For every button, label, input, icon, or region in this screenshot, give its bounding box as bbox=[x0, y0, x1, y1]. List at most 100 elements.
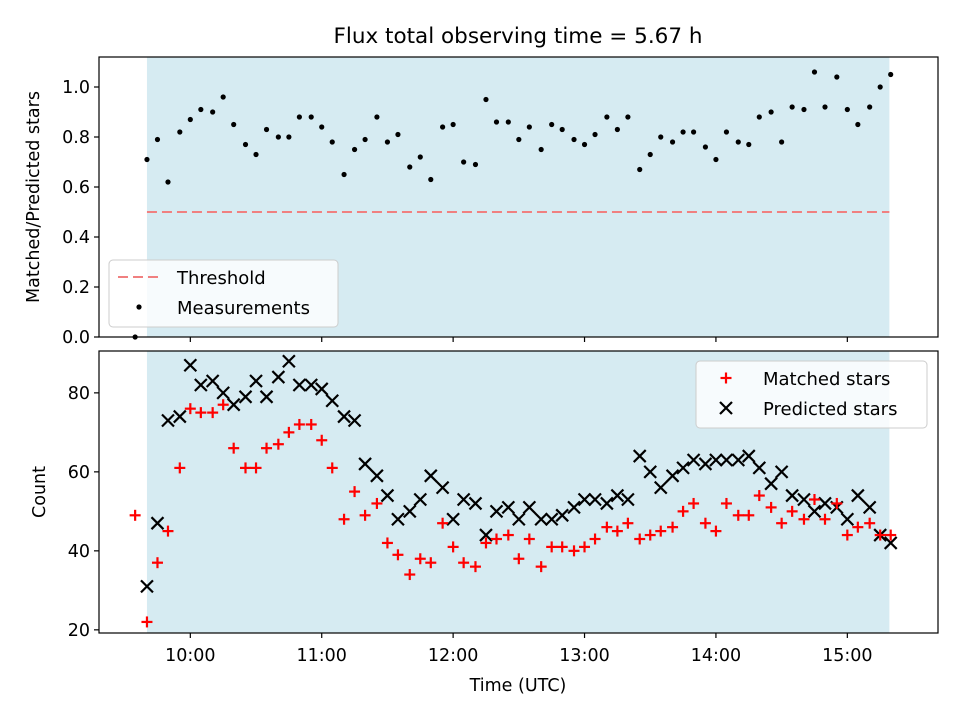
cross-stroke-b bbox=[282, 354, 296, 369]
matched-point bbox=[174, 462, 186, 474]
predicted-point bbox=[818, 496, 832, 511]
measurement-point bbox=[625, 114, 631, 120]
cross-stroke-b bbox=[653, 480, 668, 495]
measurement-point bbox=[723, 129, 730, 135]
top-y-axis: 0.0 0.2 0.4 0.6 0.8 1.0 bbox=[62, 78, 99, 348]
matched-points bbox=[129, 399, 897, 628]
x-axis-label: Time (UTC) bbox=[469, 676, 567, 696]
measurement-point bbox=[658, 134, 664, 140]
matched-point bbox=[305, 418, 317, 430]
predicted-point bbox=[271, 370, 286, 384]
matched-point bbox=[371, 497, 383, 509]
predicted-point bbox=[851, 488, 865, 503]
matched-point bbox=[151, 557, 163, 569]
measurement-point bbox=[450, 121, 456, 128]
bottom-axes-frame bbox=[98, 350, 939, 634]
top-y-tick-label: 0.4 bbox=[62, 228, 90, 248]
matched-point bbox=[644, 529, 656, 541]
measurement-point bbox=[341, 171, 347, 178]
measurement-point bbox=[154, 136, 161, 143]
cross-stroke-b bbox=[150, 516, 165, 530]
measurement-point bbox=[253, 151, 259, 158]
predicted-point bbox=[249, 374, 263, 388]
measurement-point bbox=[362, 136, 368, 143]
cross-stroke-b bbox=[567, 500, 581, 515]
matched-point bbox=[688, 497, 700, 509]
measurement-point bbox=[779, 139, 785, 145]
cross-stroke-b bbox=[851, 488, 865, 503]
predicted-point bbox=[709, 453, 723, 467]
measurement-point bbox=[877, 84, 883, 90]
cross-stroke-b bbox=[719, 453, 734, 467]
predicted-point bbox=[238, 390, 253, 404]
measurement-point bbox=[669, 139, 676, 145]
matched-point bbox=[414, 553, 426, 565]
predicted-point bbox=[216, 386, 230, 400]
predicted-point bbox=[205, 374, 220, 388]
measurement-point bbox=[867, 104, 873, 110]
measurement-point bbox=[505, 119, 511, 125]
predicted-point bbox=[424, 469, 438, 483]
matched-point bbox=[743, 509, 755, 521]
cross-stroke-b bbox=[797, 492, 811, 507]
cross-stroke-b bbox=[600, 496, 614, 511]
cross-stroke-b bbox=[435, 480, 450, 495]
predicted-point bbox=[797, 492, 811, 507]
legend-plus bbox=[720, 372, 732, 384]
matched-point bbox=[852, 521, 864, 533]
measurement-point bbox=[296, 114, 302, 120]
measurement-point bbox=[407, 164, 413, 170]
predicted-point bbox=[632, 449, 647, 463]
matched-point bbox=[283, 426, 295, 438]
measurement-point bbox=[440, 124, 446, 130]
matched-point bbox=[885, 529, 897, 541]
predicted-point bbox=[304, 378, 318, 392]
predicted-point bbox=[840, 512, 855, 527]
predicted-point bbox=[259, 390, 274, 404]
cross-stroke-b bbox=[358, 457, 372, 471]
measurement-point bbox=[483, 96, 489, 103]
cross-stroke-b bbox=[512, 512, 526, 527]
matched-point bbox=[699, 517, 711, 529]
predicted-point bbox=[358, 457, 372, 471]
predicted-point bbox=[544, 512, 559, 527]
legend-threshold-label: Threshold bbox=[176, 268, 266, 289]
measurement-point bbox=[210, 109, 216, 115]
bottom-legend: Matched stars Predicted stars bbox=[695, 360, 928, 429]
top-y-tick-label: 0.2 bbox=[62, 278, 90, 298]
legend-predicted-swatch bbox=[719, 401, 733, 415]
matched-point bbox=[316, 434, 328, 446]
cross-stroke-b bbox=[314, 382, 329, 396]
measurement-point bbox=[756, 114, 762, 120]
measurement-point bbox=[286, 134, 292, 140]
cross-stroke-b bbox=[686, 453, 701, 467]
predicted-point bbox=[468, 496, 483, 511]
bottom-y-tick-label: 60 bbox=[68, 463, 90, 483]
matched-point bbox=[535, 561, 547, 573]
cross-stroke-b bbox=[807, 504, 822, 519]
matched-point bbox=[141, 616, 153, 628]
cross-stroke-b bbox=[764, 476, 778, 491]
cross-stroke-b bbox=[424, 469, 438, 483]
matched-point bbox=[579, 541, 591, 553]
top-y-tick-label: 0.8 bbox=[62, 128, 90, 148]
matched-point bbox=[556, 541, 568, 553]
predicted-point bbox=[774, 465, 789, 479]
bottom-x-axis: 10:00 11:00 12:00 13:00 14:00 15:00 bbox=[165, 633, 873, 666]
measurement-point bbox=[637, 166, 643, 173]
cross-stroke-b bbox=[731, 453, 746, 467]
predicted-point bbox=[370, 469, 384, 483]
cross-stroke-b bbox=[774, 465, 789, 479]
matched-point bbox=[732, 509, 744, 521]
measurement-point bbox=[735, 139, 741, 145]
measurement-point bbox=[614, 126, 620, 133]
x-tick-label: 15:00 bbox=[822, 646, 872, 666]
predicted-point bbox=[764, 476, 778, 491]
predicted-point bbox=[226, 397, 241, 412]
matched-point bbox=[195, 407, 207, 419]
measurement-point bbox=[888, 71, 894, 78]
predicted-point bbox=[501, 500, 516, 515]
bottom-y-tick-label: 40 bbox=[68, 542, 90, 562]
top-legend: Threshold Measurements bbox=[108, 259, 339, 328]
matched-point bbox=[589, 533, 601, 545]
